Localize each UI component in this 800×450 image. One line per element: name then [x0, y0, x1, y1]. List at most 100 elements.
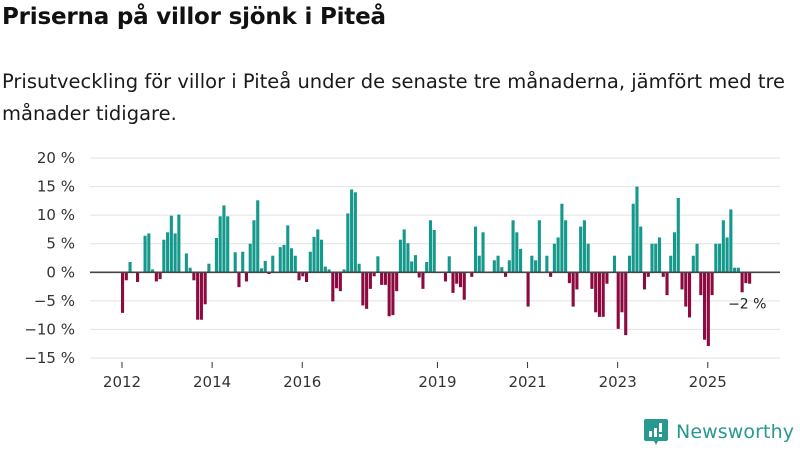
- bar: [740, 272, 744, 293]
- bar: [237, 272, 241, 288]
- bar: [661, 272, 665, 277]
- bar: [387, 272, 391, 317]
- bar: [233, 252, 237, 273]
- bar: [192, 272, 196, 281]
- chart-title: Priserna på villor sjönk i Piteå: [2, 4, 386, 30]
- bar: [365, 272, 369, 309]
- bar: [590, 272, 594, 289]
- bar: [571, 272, 575, 307]
- bar: [676, 198, 680, 273]
- x-tick-label: 2014: [193, 373, 231, 391]
- bar: [391, 272, 395, 316]
- bar: [669, 255, 673, 273]
- bar: [725, 237, 729, 273]
- newsworthy-brand-name: Newsworthy: [676, 421, 795, 443]
- bar: [263, 260, 267, 273]
- bar: [136, 272, 140, 282]
- bar: [252, 220, 256, 273]
- bar: [481, 232, 485, 273]
- bar: [432, 230, 436, 273]
- bar: [305, 272, 309, 282]
- bar: [241, 251, 245, 273]
- bar: [308, 251, 312, 273]
- bar: [691, 255, 695, 273]
- bar: [706, 272, 710, 346]
- bar: [297, 272, 301, 281]
- bar: [526, 272, 530, 307]
- bar: [612, 255, 616, 273]
- bar: [556, 237, 560, 273]
- y-tick-label: 0 %: [46, 263, 75, 281]
- bar: [504, 272, 508, 277]
- bar: [462, 272, 466, 300]
- bar: [537, 220, 541, 273]
- bar: [721, 220, 725, 273]
- bar: [301, 272, 305, 277]
- bar: [688, 272, 692, 318]
- bar: [534, 260, 538, 273]
- bar: [657, 237, 662, 273]
- bar: [380, 272, 384, 285]
- bar: [327, 269, 331, 273]
- bar: [207, 263, 211, 273]
- bar: [323, 266, 327, 273]
- x-tick-label: 2016: [283, 373, 321, 391]
- bar: [549, 272, 553, 277]
- bar: [154, 272, 158, 282]
- bar: [646, 272, 650, 277]
- bar: [699, 272, 703, 296]
- bar: [519, 248, 523, 273]
- y-tick-label: −10 %: [24, 320, 75, 338]
- bar: [718, 243, 722, 273]
- bar: [222, 205, 226, 273]
- x-tick-label: 2023: [599, 373, 637, 391]
- bar: [350, 189, 354, 273]
- bar: [143, 235, 147, 273]
- bar: [639, 226, 643, 273]
- bar: [226, 216, 230, 273]
- bar: [368, 272, 372, 289]
- bar: [624, 272, 628, 336]
- chart-subtitle: Prisutveckling för villor i Piteå under …: [2, 70, 786, 125]
- bar: [357, 263, 361, 273]
- bar: [372, 272, 376, 277]
- bar: [166, 232, 170, 273]
- bar: [455, 272, 459, 284]
- bar: [594, 272, 598, 313]
- bar: [214, 238, 218, 273]
- annotations: −2 %: [728, 297, 766, 313]
- bar: [203, 272, 207, 305]
- x-tick-label: 2021: [508, 373, 546, 391]
- bar: [173, 233, 177, 273]
- bar: [703, 272, 707, 340]
- bar: [500, 267, 504, 273]
- bar: [218, 216, 222, 273]
- bar: [477, 255, 481, 273]
- bar: [121, 272, 125, 313]
- bar: [147, 233, 151, 273]
- bar: [256, 200, 260, 273]
- bar: [567, 272, 571, 284]
- bar: [564, 220, 568, 273]
- bar: [530, 255, 534, 273]
- bar: [458, 272, 463, 288]
- bar: [162, 239, 166, 273]
- bar: [282, 244, 286, 273]
- bar: [601, 272, 605, 317]
- bar: [361, 272, 365, 306]
- bar: [316, 229, 320, 273]
- x-axis-ticks: 2012 2014 2016 2019 2021 2023 2025: [103, 362, 727, 391]
- bar: [320, 239, 324, 273]
- x-tick-label: 2019: [418, 373, 456, 391]
- bar: [342, 269, 346, 273]
- bar: [338, 272, 342, 292]
- bar: [248, 243, 252, 273]
- bar: [582, 220, 586, 273]
- y-tick-label: 15 %: [37, 178, 75, 196]
- bar: [335, 272, 339, 289]
- y-tick-label: 20 %: [37, 149, 75, 167]
- bar: [312, 236, 316, 273]
- bar: [244, 272, 249, 282]
- bar: [331, 272, 335, 302]
- bar: [188, 267, 192, 273]
